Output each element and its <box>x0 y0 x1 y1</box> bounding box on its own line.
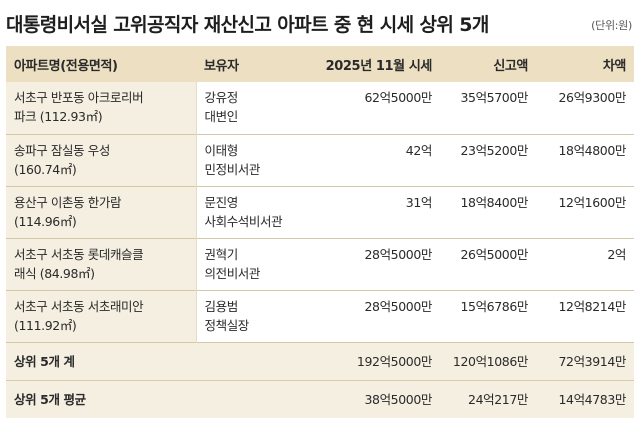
apartment-name: 송파구 잠실동 우성 <box>14 142 110 158</box>
owner-cell: 이태형 민정비서관 <box>196 134 300 186</box>
market-price-cell: 28억5000만 <box>364 298 432 314</box>
table-row: 용산구 이촌동 한가람 (114.96㎡) 문진영 사회수석비서관 31억 18… <box>6 186 634 238</box>
owner-position: 의전비서관 <box>204 265 261 281</box>
market-price-cell: 31억 <box>405 194 433 210</box>
title-row: 대통령비서실 고위공직자 재산신고 아파트 중 현 시세 상위 5개 (단위:원… <box>6 6 634 42</box>
apartment-area: (160.74㎡) <box>14 161 77 177</box>
market-price-cell: 42억 <box>405 142 433 158</box>
summary-label: 상위 5개 계 <box>14 353 75 369</box>
header-reported-amount: 신고액 <box>493 58 528 74</box>
apartment-name: 서초구 반포동 아크로리버 <box>14 90 144 105</box>
owner-name: 문진영 <box>204 194 239 210</box>
header-apartment: 아파트명(전용면적) <box>14 58 118 74</box>
summary-row-average: 상위 5개 평균 38억5000만 24억217만 14억4783만 <box>6 380 634 418</box>
table-header-row: 아파트명(전용면적) 보유자 2025년 11월 시세 신고액 차액 <box>6 46 634 82</box>
apartment-cell: 서초구 반포동 아크로리버 파크 (112.93㎡) <box>6 82 197 134</box>
summary-market-price: 38억5000만 <box>364 391 432 407</box>
apartment-area: 래식 (84.98㎡) <box>14 265 95 281</box>
owner-position: 정책실장 <box>204 317 250 333</box>
apartment-area: (111.92㎡) <box>14 317 77 333</box>
apartment-cell: 서초구 서초동 롯데캐슬클 래식 (84.98㎡) <box>6 238 197 290</box>
table-row: 서초구 서초동 서초래미안 (111.92㎡) 김용범 정책실장 28억5000… <box>6 290 634 342</box>
apartment-name: 서초구 서초동 롯데캐슬클 <box>14 246 144 262</box>
summary-difference: 14억4783만 <box>558 391 626 407</box>
difference-cell: 12억8214만 <box>558 298 626 314</box>
owner-position: 민정비서관 <box>204 161 261 177</box>
market-price-cell: 62억5000만 <box>364 90 432 105</box>
owner-position: 사회수석비서관 <box>204 213 283 229</box>
asset-table: 아파트명(전용면적) 보유자 2025년 11월 시세 신고액 차액 서초구 반… <box>6 46 634 418</box>
difference-cell: 2억 <box>607 246 626 262</box>
difference-cell: 26억9300만 <box>558 90 626 105</box>
apartment-cell: 서초구 서초동 서초래미안 (111.92㎡) <box>6 290 197 342</box>
difference-cell: 18억4800만 <box>558 142 626 158</box>
apartment-area: (114.96㎡) <box>14 213 77 229</box>
table-row: 송파구 잠실동 우성 (160.74㎡) 이태형 민정비서관 42억 23억52… <box>6 134 634 186</box>
summary-market-price: 192억5000만 <box>356 353 432 369</box>
reported-amount-cell: 26억5000만 <box>460 246 528 262</box>
owner-name: 강유정 <box>204 90 239 105</box>
apartment-cell: 용산구 이촌동 한가람 (114.96㎡) <box>6 186 197 238</box>
owner-cell: 강유정 대변인 <box>196 82 300 134</box>
header-difference: 차액 <box>602 58 627 74</box>
owner-cell: 문진영 사회수석비서관 <box>196 186 300 238</box>
summary-difference: 72억3914만 <box>558 353 626 369</box>
page-title: 대통령비서실 고위공직자 재산신고 아파트 중 현 시세 상위 5개 <box>6 14 489 36</box>
market-price-cell: 28억5000만 <box>364 246 432 262</box>
unit-note: (단위:원) <box>591 19 632 32</box>
reported-amount-cell: 35억5700만 <box>460 90 528 105</box>
apartment-area: 파크 (112.93㎡) <box>14 109 103 124</box>
apartment-cell: 송파구 잠실동 우성 (160.74㎡) <box>6 134 197 186</box>
difference-cell: 12억1600만 <box>558 194 626 210</box>
owner-position: 대변인 <box>204 109 239 124</box>
table-row: 서초구 반포동 아크로리버 파크 (112.93㎡) 강유정 대변인 62억50… <box>6 82 634 134</box>
apartment-name: 서초구 서초동 서초래미안 <box>14 298 144 314</box>
owner-cell: 김용범 정책실장 <box>196 290 300 342</box>
summary-reported-amount: 120억1086만 <box>452 353 528 369</box>
owner-name: 김용범 <box>204 298 239 314</box>
owner-name: 권혁기 <box>204 246 239 262</box>
owner-name: 이태형 <box>204 142 239 158</box>
apartment-name: 용산구 이촌동 한가람 <box>14 194 122 210</box>
summary-row-total: 상위 5개 계 192억5000만 120억1086만 72억3914만 <box>6 342 634 380</box>
header-market-price: 2025년 11월 시세 <box>325 58 433 74</box>
reported-amount-cell: 15억6786만 <box>460 298 528 314</box>
reported-amount-cell: 18억8400만 <box>460 194 528 210</box>
summary-reported-amount: 24억217만 <box>468 391 528 407</box>
header-owner: 보유자 <box>204 58 239 74</box>
owner-cell: 권혁기 의전비서관 <box>196 238 300 290</box>
table-row: 서초구 서초동 롯데캐슬클 래식 (84.98㎡) 권혁기 의전비서관 28억5… <box>6 238 634 290</box>
summary-label: 상위 5개 평균 <box>14 391 86 407</box>
reported-amount-cell: 23억5200만 <box>460 142 528 158</box>
